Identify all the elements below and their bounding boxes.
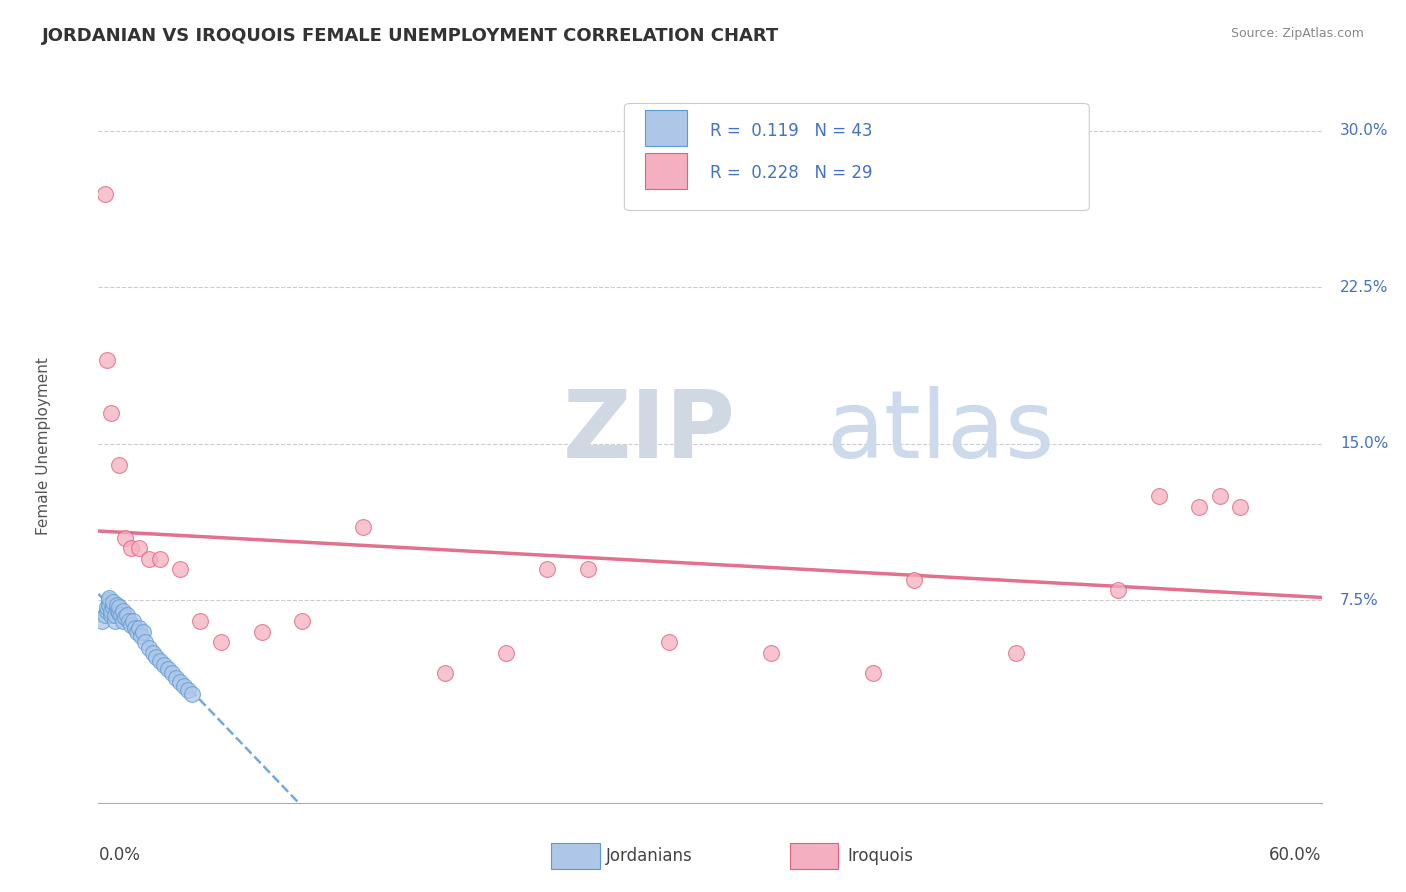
Point — [127, 624, 149, 639]
Point — [118, 614, 141, 628]
Point — [128, 541, 150, 556]
Point — [1107, 582, 1129, 597]
Point — [1004, 646, 1026, 660]
Point — [1188, 500, 1211, 514]
Point — [250, 624, 273, 639]
Point — [188, 614, 212, 628]
Point — [138, 641, 160, 656]
FancyBboxPatch shape — [645, 110, 686, 146]
Point — [100, 607, 122, 622]
Point — [495, 646, 517, 660]
Point — [97, 598, 120, 612]
Point — [165, 671, 187, 685]
Point — [105, 601, 128, 615]
Point — [169, 562, 191, 576]
Point — [181, 687, 204, 701]
Point — [105, 598, 128, 612]
Point — [134, 635, 156, 649]
Point — [903, 573, 925, 587]
Point — [108, 606, 131, 620]
Text: 30.0%: 30.0% — [1340, 123, 1389, 138]
Point — [115, 607, 138, 622]
Point — [91, 614, 114, 628]
Point — [1229, 500, 1251, 514]
Point — [434, 666, 457, 681]
Point — [209, 635, 232, 649]
Point — [96, 604, 118, 618]
Point — [1147, 489, 1170, 503]
Point — [111, 604, 134, 618]
Point — [1209, 489, 1232, 503]
FancyBboxPatch shape — [790, 844, 838, 869]
Point — [160, 666, 183, 681]
Point — [149, 654, 172, 668]
Text: 0.0%: 0.0% — [98, 846, 141, 863]
Text: JORDANIAN VS IROQUOIS FEMALE UNEMPLOYMENT CORRELATION CHART: JORDANIAN VS IROQUOIS FEMALE UNEMPLOYMEN… — [42, 27, 779, 45]
Point — [291, 614, 314, 628]
Point — [111, 614, 134, 628]
Point — [173, 679, 195, 693]
Point — [536, 562, 558, 576]
Point — [132, 624, 155, 639]
Text: R =  0.119   N = 43: R = 0.119 N = 43 — [710, 121, 873, 139]
Point — [96, 353, 118, 368]
Point — [108, 599, 131, 614]
Point — [862, 666, 884, 681]
Point — [128, 621, 150, 635]
Text: 7.5%: 7.5% — [1340, 593, 1379, 608]
Point — [156, 662, 179, 676]
Point — [129, 629, 152, 643]
Point — [96, 599, 118, 614]
Point — [114, 610, 136, 624]
Point — [576, 562, 599, 576]
Point — [104, 607, 127, 622]
Point — [110, 607, 132, 622]
Point — [101, 599, 124, 614]
Text: Iroquois: Iroquois — [846, 847, 912, 865]
Point — [138, 551, 160, 566]
Point — [101, 595, 124, 609]
FancyBboxPatch shape — [551, 844, 600, 869]
Point — [114, 531, 136, 545]
Text: ZIP: ZIP — [564, 385, 737, 478]
FancyBboxPatch shape — [624, 103, 1090, 211]
Point — [93, 607, 115, 622]
Point — [108, 458, 131, 472]
Point — [761, 646, 783, 660]
Text: Source: ZipAtlas.com: Source: ZipAtlas.com — [1230, 27, 1364, 40]
Point — [100, 604, 122, 618]
Point — [120, 618, 142, 632]
Point — [177, 683, 200, 698]
Point — [145, 649, 167, 664]
Point — [93, 186, 115, 201]
Point — [142, 646, 165, 660]
Point — [120, 541, 142, 556]
Text: 15.0%: 15.0% — [1340, 436, 1388, 451]
Text: Jordanians: Jordanians — [606, 847, 693, 865]
Point — [658, 635, 681, 649]
Point — [104, 614, 127, 628]
FancyBboxPatch shape — [645, 153, 686, 189]
Point — [152, 658, 174, 673]
Point — [97, 591, 120, 606]
Point — [352, 520, 374, 534]
Point — [149, 551, 172, 566]
Text: 22.5%: 22.5% — [1340, 280, 1388, 295]
Point — [100, 406, 122, 420]
Text: Female Unemployment: Female Unemployment — [37, 357, 51, 535]
Point — [97, 593, 120, 607]
Text: R =  0.228   N = 29: R = 0.228 N = 29 — [710, 164, 873, 182]
Text: 60.0%: 60.0% — [1270, 846, 1322, 863]
Text: atlas: atlas — [827, 385, 1054, 478]
Point — [169, 674, 191, 689]
Point — [122, 614, 145, 628]
Point — [124, 621, 146, 635]
